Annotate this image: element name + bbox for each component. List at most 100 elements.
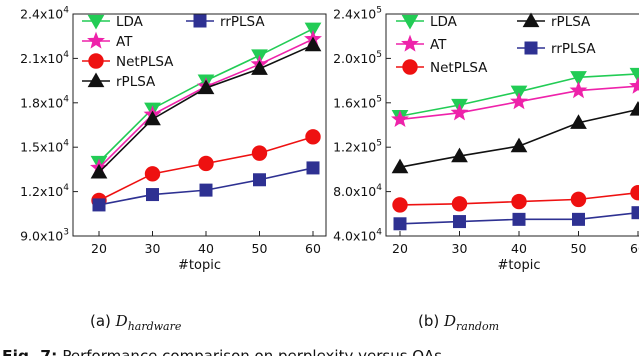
data-point	[393, 217, 407, 231]
y-tick-label: 2.4x105	[333, 6, 382, 22]
data-point	[453, 215, 466, 229]
legend-marker	[193, 14, 207, 28]
data-point	[570, 114, 587, 129]
plot-frame	[72, 13, 327, 237]
data-point	[569, 81, 588, 99]
y-tick-label: 4.0x104	[333, 228, 382, 244]
legend-item-rplsa: rPLSA	[82, 72, 156, 90]
legend: LDA AT NetPLSA rPLSA rrPLSA	[396, 12, 596, 76]
data-point	[629, 76, 639, 94]
data-point	[629, 67, 639, 83]
caption-a-prefix: (a)	[90, 312, 116, 330]
data-point	[144, 166, 161, 182]
data-point	[305, 129, 321, 145]
x-tick-label: 40	[198, 241, 214, 256]
caption-a-math: D	[115, 312, 128, 330]
data-point	[253, 173, 266, 187]
legend-marker	[402, 59, 418, 75]
y-tick-label: 2.0x105	[333, 50, 382, 66]
data-point	[392, 197, 408, 213]
x-tick-label: 50	[571, 241, 587, 256]
legend-item-lda: LDA	[82, 14, 144, 30]
figure-caption-text: Performance comparison on perplexity ver…	[62, 347, 442, 356]
data-point	[451, 196, 468, 212]
data-point	[631, 206, 639, 220]
figure-caption: Fig. 7: Performance comparison on perple…	[2, 346, 442, 356]
y-tick-label: 1.5x104	[20, 139, 69, 155]
series-at	[391, 76, 639, 128]
data-point	[570, 191, 587, 208]
legend-item-at: AT	[82, 31, 133, 50]
x-tick-label: 60	[630, 241, 639, 256]
x-tick-label: 20	[91, 241, 107, 256]
y-tick-label: 2.1x104	[20, 50, 69, 66]
x-tick-label: 40	[511, 241, 527, 256]
data-point	[251, 145, 268, 161]
legend-label: AT	[430, 37, 447, 53]
data-point	[511, 193, 527, 210]
legend: LDA AT NetPLSA rPLSA rrPLSA	[82, 14, 265, 90]
x-tick-label: 60	[305, 241, 321, 256]
legend-label: LDA	[116, 14, 144, 30]
data-point	[92, 198, 106, 212]
chart-hardware: 9.0x103 1.2x104 1.5x104 1.8x104 2.1x104 2.4x1…	[20, 6, 327, 273]
caption-b-sub: random	[456, 320, 499, 333]
data-point	[251, 60, 268, 75]
x-tick-label: 30	[145, 241, 161, 256]
data-point	[510, 92, 528, 110]
data-point	[391, 158, 409, 174]
data-point	[304, 36, 322, 52]
series-netplsa	[392, 185, 639, 213]
y-tick-label: 2.4x104	[20, 6, 69, 22]
legend-label: AT	[116, 34, 133, 50]
x-axis-title: #topic	[498, 258, 541, 273]
chart-random: 4.0x104 8.0x104 1.2x105 1.6x105 2.0x105 2.4x1…	[333, 6, 639, 273]
y-tick-label: 1.8x104	[20, 94, 69, 110]
caption-a-sub: hardware	[128, 320, 182, 333]
legend-marker	[87, 31, 105, 49]
y-tick-label: 1.2x105	[333, 139, 382, 155]
legend-marker	[524, 41, 538, 55]
caption-b-math: D	[443, 312, 456, 330]
series-rplsa	[391, 100, 639, 174]
legend-label: rrPLSA	[551, 41, 596, 57]
data-point	[198, 155, 214, 172]
caption-b-prefix: (b)	[418, 312, 444, 330]
y-tick-label: 1.6x105	[333, 94, 382, 110]
data-point	[570, 71, 587, 86]
legend-item-at: AT	[396, 34, 447, 53]
legend-marker	[87, 14, 105, 30]
legend-item-rrplsa: rrPLSA	[186, 14, 265, 30]
series-rrplsa	[393, 206, 639, 231]
data-point	[510, 137, 528, 153]
data-point	[391, 110, 409, 128]
data-point	[450, 103, 469, 121]
x-axis-title: #topic	[178, 258, 221, 273]
legend-label: NetPLSA	[430, 60, 488, 76]
data-point	[144, 110, 161, 126]
legend-label: LDA	[430, 14, 458, 30]
legend-marker	[401, 34, 419, 52]
data-point	[90, 163, 108, 179]
series-at	[90, 29, 322, 176]
series-lda	[391, 67, 639, 125]
data-point	[451, 147, 468, 163]
x-tick-label: 30	[452, 241, 468, 256]
legend-item-lda: LDA	[396, 14, 458, 30]
legend-item-netplsa: NetPLSA	[82, 53, 174, 70]
y-tick-label: 8.0x104	[333, 183, 382, 199]
data-point	[199, 183, 213, 197]
legend-marker	[401, 14, 419, 30]
y-tick-label: 9.0x103	[20, 228, 69, 244]
figure-caption-label: Fig. 7:	[2, 347, 57, 356]
data-point	[512, 212, 526, 226]
data-point	[146, 188, 159, 202]
legend-label: rPLSA	[116, 74, 156, 90]
data-point	[572, 212, 585, 226]
legend-marker	[88, 53, 104, 69]
x-tick-label: 20	[392, 241, 408, 256]
legend-marker	[522, 12, 540, 28]
data-point	[304, 22, 322, 38]
legend-item-rrplsa: rrPLSA	[517, 41, 596, 57]
